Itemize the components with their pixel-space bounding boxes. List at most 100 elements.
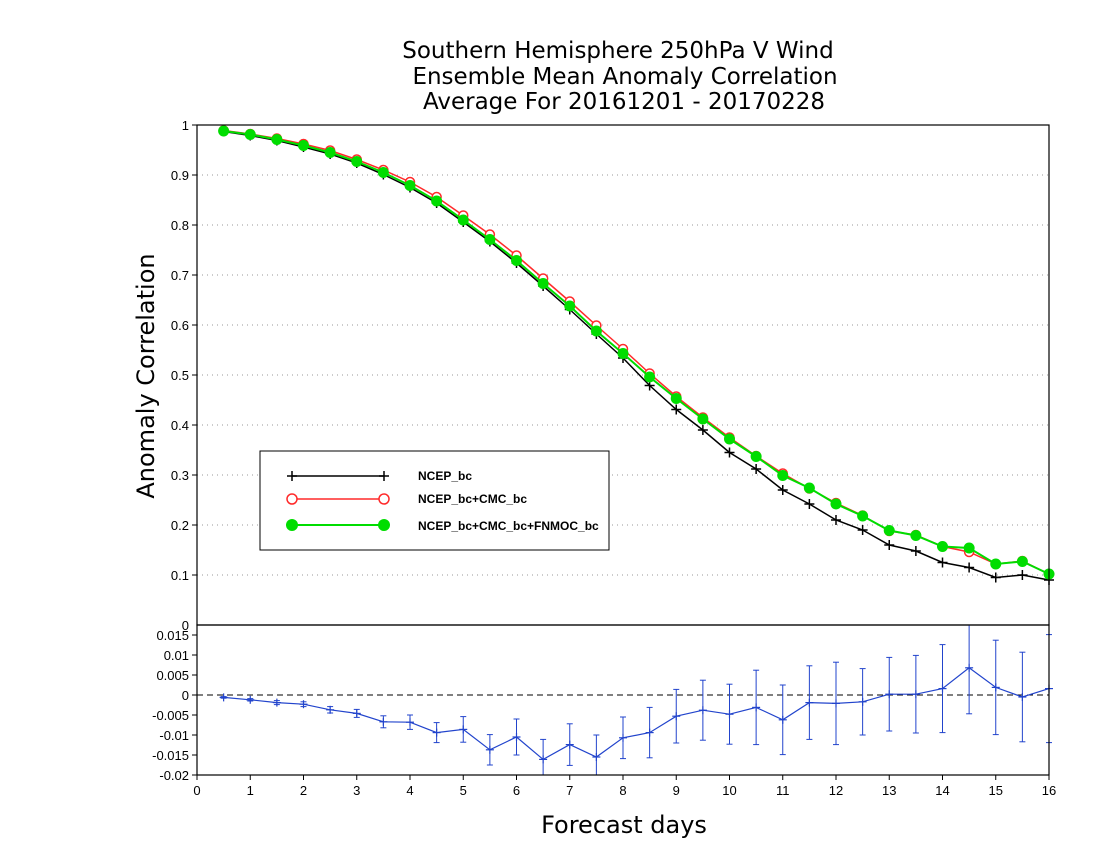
data-point-ncep-bc (964, 562, 975, 573)
data-point-ncep-cmc-fnmoc (484, 234, 496, 245)
y-tick-label-zero: 0 (182, 618, 189, 633)
data-point-ncep-cmc-fnmoc (963, 542, 975, 554)
y-tick-label: 1 (182, 118, 189, 133)
x-axis-tick-labels: 0 1 2 3 4 5 6 7 8 9 10 11 12 13 14 15 16 (193, 775, 1056, 798)
data-point-ncep-cmc-fnmoc (590, 325, 602, 337)
difference-point (539, 755, 548, 764)
y-tick-label: -0.005 (152, 708, 189, 723)
data-point-ncep-bc (1017, 570, 1028, 580)
legend: NCEP_bc NCEP_bc+CMC_bc NCEP_bc+CMC_bc+FN… (259, 450, 610, 551)
x-tick-label: 13 (882, 783, 896, 798)
y-tick-label: 0.01 (164, 648, 189, 663)
y-tick-label: 0.7 (171, 268, 189, 283)
difference-point (672, 712, 681, 721)
x-tick-label: 5 (460, 783, 467, 798)
x-tick-label: 0 (193, 783, 200, 798)
x-tick-label: 1 (247, 783, 254, 798)
x-tick-label: 7 (566, 783, 573, 798)
data-point-ncep-cmc-fnmoc (883, 525, 895, 536)
difference-point (512, 733, 521, 741)
chart-title-line-1: Southern Hemisphere 250hPa V Wind (402, 38, 833, 64)
difference-point (619, 733, 627, 742)
legend-marker-ncep-cmc (286, 493, 298, 505)
difference-point (485, 745, 494, 754)
difference-line (223, 667, 1050, 761)
data-point-ncep-bc (990, 572, 1001, 583)
legend-marker-ncep-cmc-fnmoc (286, 519, 298, 531)
data-point-ncep-cmc-fnmoc (537, 278, 549, 289)
y-axis-title: Anomaly Correlation (132, 253, 160, 498)
y-tick-label: -0.02 (159, 768, 189, 783)
data-point-ncep-bc (777, 485, 788, 495)
difference-point (246, 695, 255, 704)
difference-point (219, 693, 228, 702)
y-tick-label: 0.4 (171, 418, 189, 433)
difference-point (379, 717, 388, 726)
series-line-0 (223, 130, 1050, 581)
difference-point (965, 663, 974, 672)
legend-label-ncep-bc: NCEP_bc (418, 469, 472, 483)
difference-point (991, 683, 1000, 692)
data-point-ncep-cmc-fnmoc (724, 433, 735, 445)
x-tick-label: 9 (673, 783, 680, 798)
difference-point (1018, 693, 1027, 701)
y-tick-label: 0.3 (171, 468, 189, 483)
data-point-ncep-bc (910, 546, 921, 556)
y-tick-label: 0.015 (156, 628, 189, 643)
difference-point (805, 698, 814, 707)
x-tick-label: 15 (989, 783, 1003, 798)
difference-point (938, 684, 947, 693)
data-point-ncep-bc (884, 540, 895, 550)
data-point-ncep-cmc-fnmoc (457, 214, 469, 226)
data-point-ncep-cmc-fnmoc (777, 470, 789, 481)
data-point-ncep-bc (751, 464, 762, 474)
data-point-ncep-cmc-fnmoc (377, 167, 389, 178)
difference-point (592, 753, 601, 761)
data-point-ncep-cmc-fnmoc (404, 180, 416, 191)
legend-box (259, 450, 610, 551)
data-point-ncep-cmc-fnmoc (271, 134, 283, 145)
data-point-ncep-cmc-fnmoc (644, 371, 656, 383)
anomaly-correlation-panel: 0.1 0.2 0.3 0.4 0.5 0.6 0.7 0.8 0.9 1 0 (171, 118, 1055, 633)
y-tick-label: 0.9 (171, 168, 189, 183)
legend-marker-ncep-cmc-fnmoc (378, 519, 390, 531)
x-tick-label: 12 (829, 783, 843, 798)
data-point-ncep-bc (857, 525, 868, 535)
difference-point (352, 709, 361, 718)
data-point-ncep-cmc-fnmoc (324, 147, 336, 158)
x-tick-label: 6 (513, 783, 520, 798)
difference-point (911, 690, 920, 699)
data-point-ncep-cmc-fnmoc (857, 510, 869, 522)
x-tick-label: 8 (619, 783, 626, 798)
difference-point (406, 718, 414, 727)
data-point-ncep-cmc-fnmoc (244, 129, 256, 140)
data-point-ncep-cmc-fnmoc (830, 498, 842, 510)
data-point-ncep-bc (724, 447, 735, 458)
y-tick-label: 0 (182, 688, 189, 703)
y-tick-label: 0.8 (171, 218, 189, 233)
data-point-ncep-cmc-fnmoc (803, 482, 815, 494)
difference-point (858, 697, 867, 706)
chart-title-line-2: Ensemble Mean Anomaly Correlation (412, 64, 837, 90)
data-point-ncep-cmc-fnmoc (218, 125, 230, 137)
data-point-ncep-cmc-fnmoc (910, 530, 922, 541)
y-tick-label: 0.005 (156, 668, 189, 683)
difference-panel: -0.02 -0.015 -0.01 -0.005 0 0.005 0.01 0.015 (152, 624, 1053, 783)
data-point-ncep-bc (697, 425, 708, 435)
difference-point (832, 699, 840, 708)
difference-point (432, 728, 441, 737)
data-point-ncep-cmc-fnmoc (1016, 556, 1028, 567)
x-tick-label: 11 (776, 783, 790, 798)
difference-point (459, 725, 468, 734)
chart-title-line-3: Average For 20161201 - 20170228 (423, 89, 825, 115)
y-tick-label: 0.5 (171, 368, 189, 383)
data-point-ncep-cmc-fnmoc (617, 348, 629, 359)
y-tick-label: 0.2 (171, 518, 189, 533)
difference-point (725, 710, 734, 719)
data-point-ncep-cmc-fnmoc (351, 156, 363, 167)
legend-marker-ncep-bc (287, 471, 389, 481)
legend-label-ncep-cmc: NCEP_bc+CMC_bc (418, 492, 527, 506)
data-point-ncep-cmc-fnmoc (697, 413, 709, 425)
data-point-ncep-bc (831, 515, 841, 525)
